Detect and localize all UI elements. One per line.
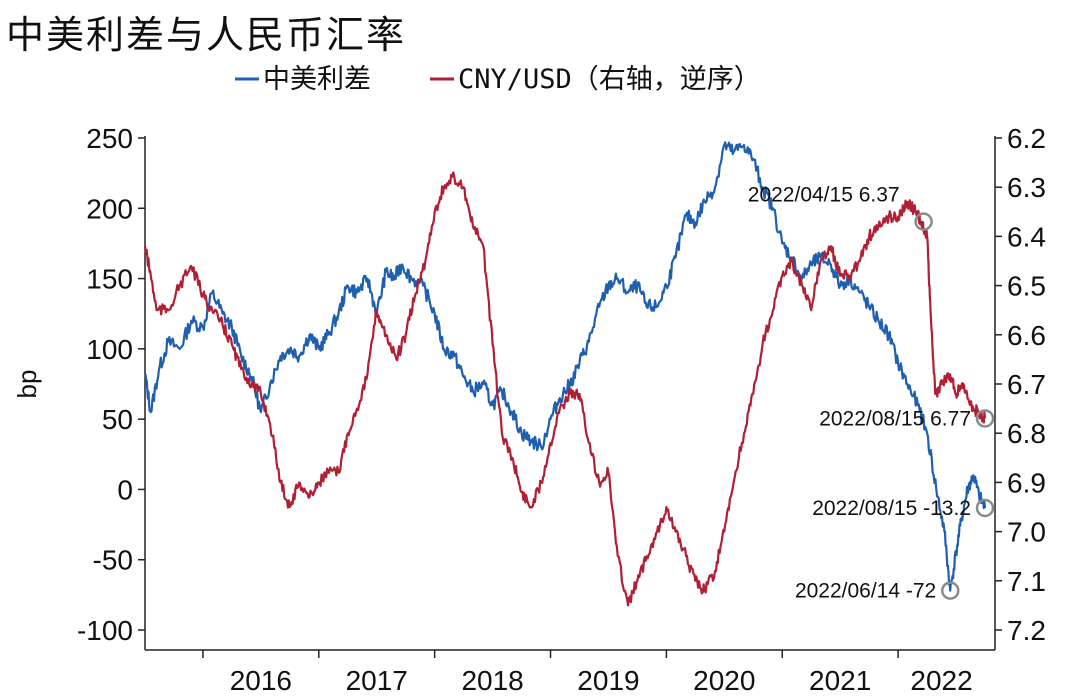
annotation-marker	[940, 581, 960, 600]
annotation-label: 2022/04/15 6.37	[748, 184, 900, 207]
y-left-tick-label: -50	[93, 545, 133, 576]
legend-label-cnyusd: CNY/USD（右轴，逆序）	[458, 64, 761, 95]
y-axis-title: bp	[12, 370, 42, 399]
y-right-tick-label: 6.8	[1007, 418, 1046, 449]
x-tick-label: 2020	[693, 665, 755, 696]
y-left-tick-label: -100	[77, 615, 133, 646]
y-right-tick-label: 7.2	[1007, 615, 1046, 646]
annotations: 2022/04/15 6.37 2022/08/15 6.77 2022/08/15…	[748, 184, 995, 603]
y-right-tick-label: 6.6	[1007, 320, 1046, 351]
annotation-label: 2022/08/15 -13.2	[812, 497, 971, 520]
y-right-tick-label: 6.7	[1007, 369, 1046, 400]
series-line-spread	[144, 141, 987, 592]
series-line-cnyusd	[143, 171, 987, 607]
x-tick-label: 2018	[461, 665, 523, 696]
annotation-marker	[914, 212, 933, 231]
y-right-tick-label: 7.0	[1007, 517, 1046, 548]
annotation-label: 2022/08/15 6.77	[819, 407, 971, 430]
y-left-tick-label: 0	[117, 474, 133, 505]
y-left-tick-label: 200	[86, 193, 133, 224]
y-right-tick-label: 6.9	[1007, 467, 1046, 498]
y-left-tick-label: 100	[86, 334, 133, 365]
x-tick-label: 2016	[230, 665, 292, 696]
annotation-marker	[975, 498, 995, 518]
axes: 250 200 150 100 50 0 -50 -100 6.2 6.3 6.4 6.5 6.6 6.7…	[12, 123, 1046, 696]
y-left-tick-label: 250	[86, 123, 133, 154]
y-right-tick-label: 7.1	[1007, 566, 1046, 597]
y-left-tick-label: 50	[102, 404, 133, 435]
legend: 中美利差 CNY/USD（右轴，逆序）	[235, 64, 761, 95]
y-right-tick-label: 6.5	[1007, 271, 1046, 302]
x-tick-label: 2021	[809, 665, 871, 696]
annotation-marker	[975, 409, 995, 428]
annotation-label: 2022/06/14 -72	[795, 580, 936, 603]
y-right-tick-label: 6.2	[1007, 123, 1046, 154]
x-tick-label: 2019	[577, 665, 639, 696]
x-tick-label: 2022	[910, 665, 972, 696]
y-right-tick-label: 6.4	[1007, 221, 1046, 252]
x-tick-label: 2017	[346, 665, 408, 696]
chart-title: 中美利差与人民币汇率	[6, 13, 407, 57]
series-layer	[143, 141, 987, 607]
legend-label-spread: 中美利差	[263, 64, 371, 95]
y-left-tick-label: 150	[86, 264, 133, 295]
y-right-tick-label: 6.3	[1007, 172, 1046, 203]
